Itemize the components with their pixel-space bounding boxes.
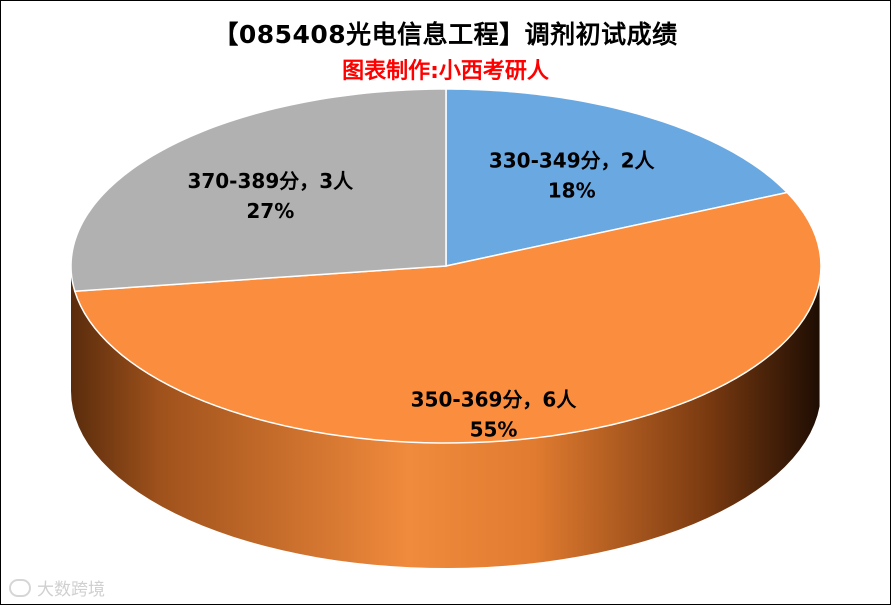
pie-slice-2 <box>73 191 822 444</box>
pie-slice-3 <box>70 88 447 292</box>
pie-slice-1 <box>445 88 789 267</box>
slice-label-3: 370-389分，3人 <box>187 169 354 193</box>
pie-side-wall <box>71 266 820 568</box>
slice-percent-1: 18% <box>548 179 596 203</box>
chart-title: 【085408光电信息工程】调剂初试成绩 <box>213 20 678 49</box>
slice-percent-3: 27% <box>246 199 294 223</box>
pie-side-walls <box>71 266 820 568</box>
slice-label-1: 330-349分，2人 <box>489 149 656 173</box>
watermark: 大数跨境 <box>9 575 105 600</box>
slice-label-2: 350-369分，6人 <box>411 387 578 411</box>
pie-labels: 330-349分，2人 18% 350-369分，6人 55% 370-389分，3人 2… <box>187 149 655 442</box>
watermark-logo-icon <box>9 578 31 597</box>
pie-slices <box>70 88 822 444</box>
slice-percent-2: 55% <box>470 417 518 441</box>
watermark-text: 大数跨境 <box>37 580 105 600</box>
chart-subtitle: 图表制作:小西考研人 <box>342 59 549 84</box>
